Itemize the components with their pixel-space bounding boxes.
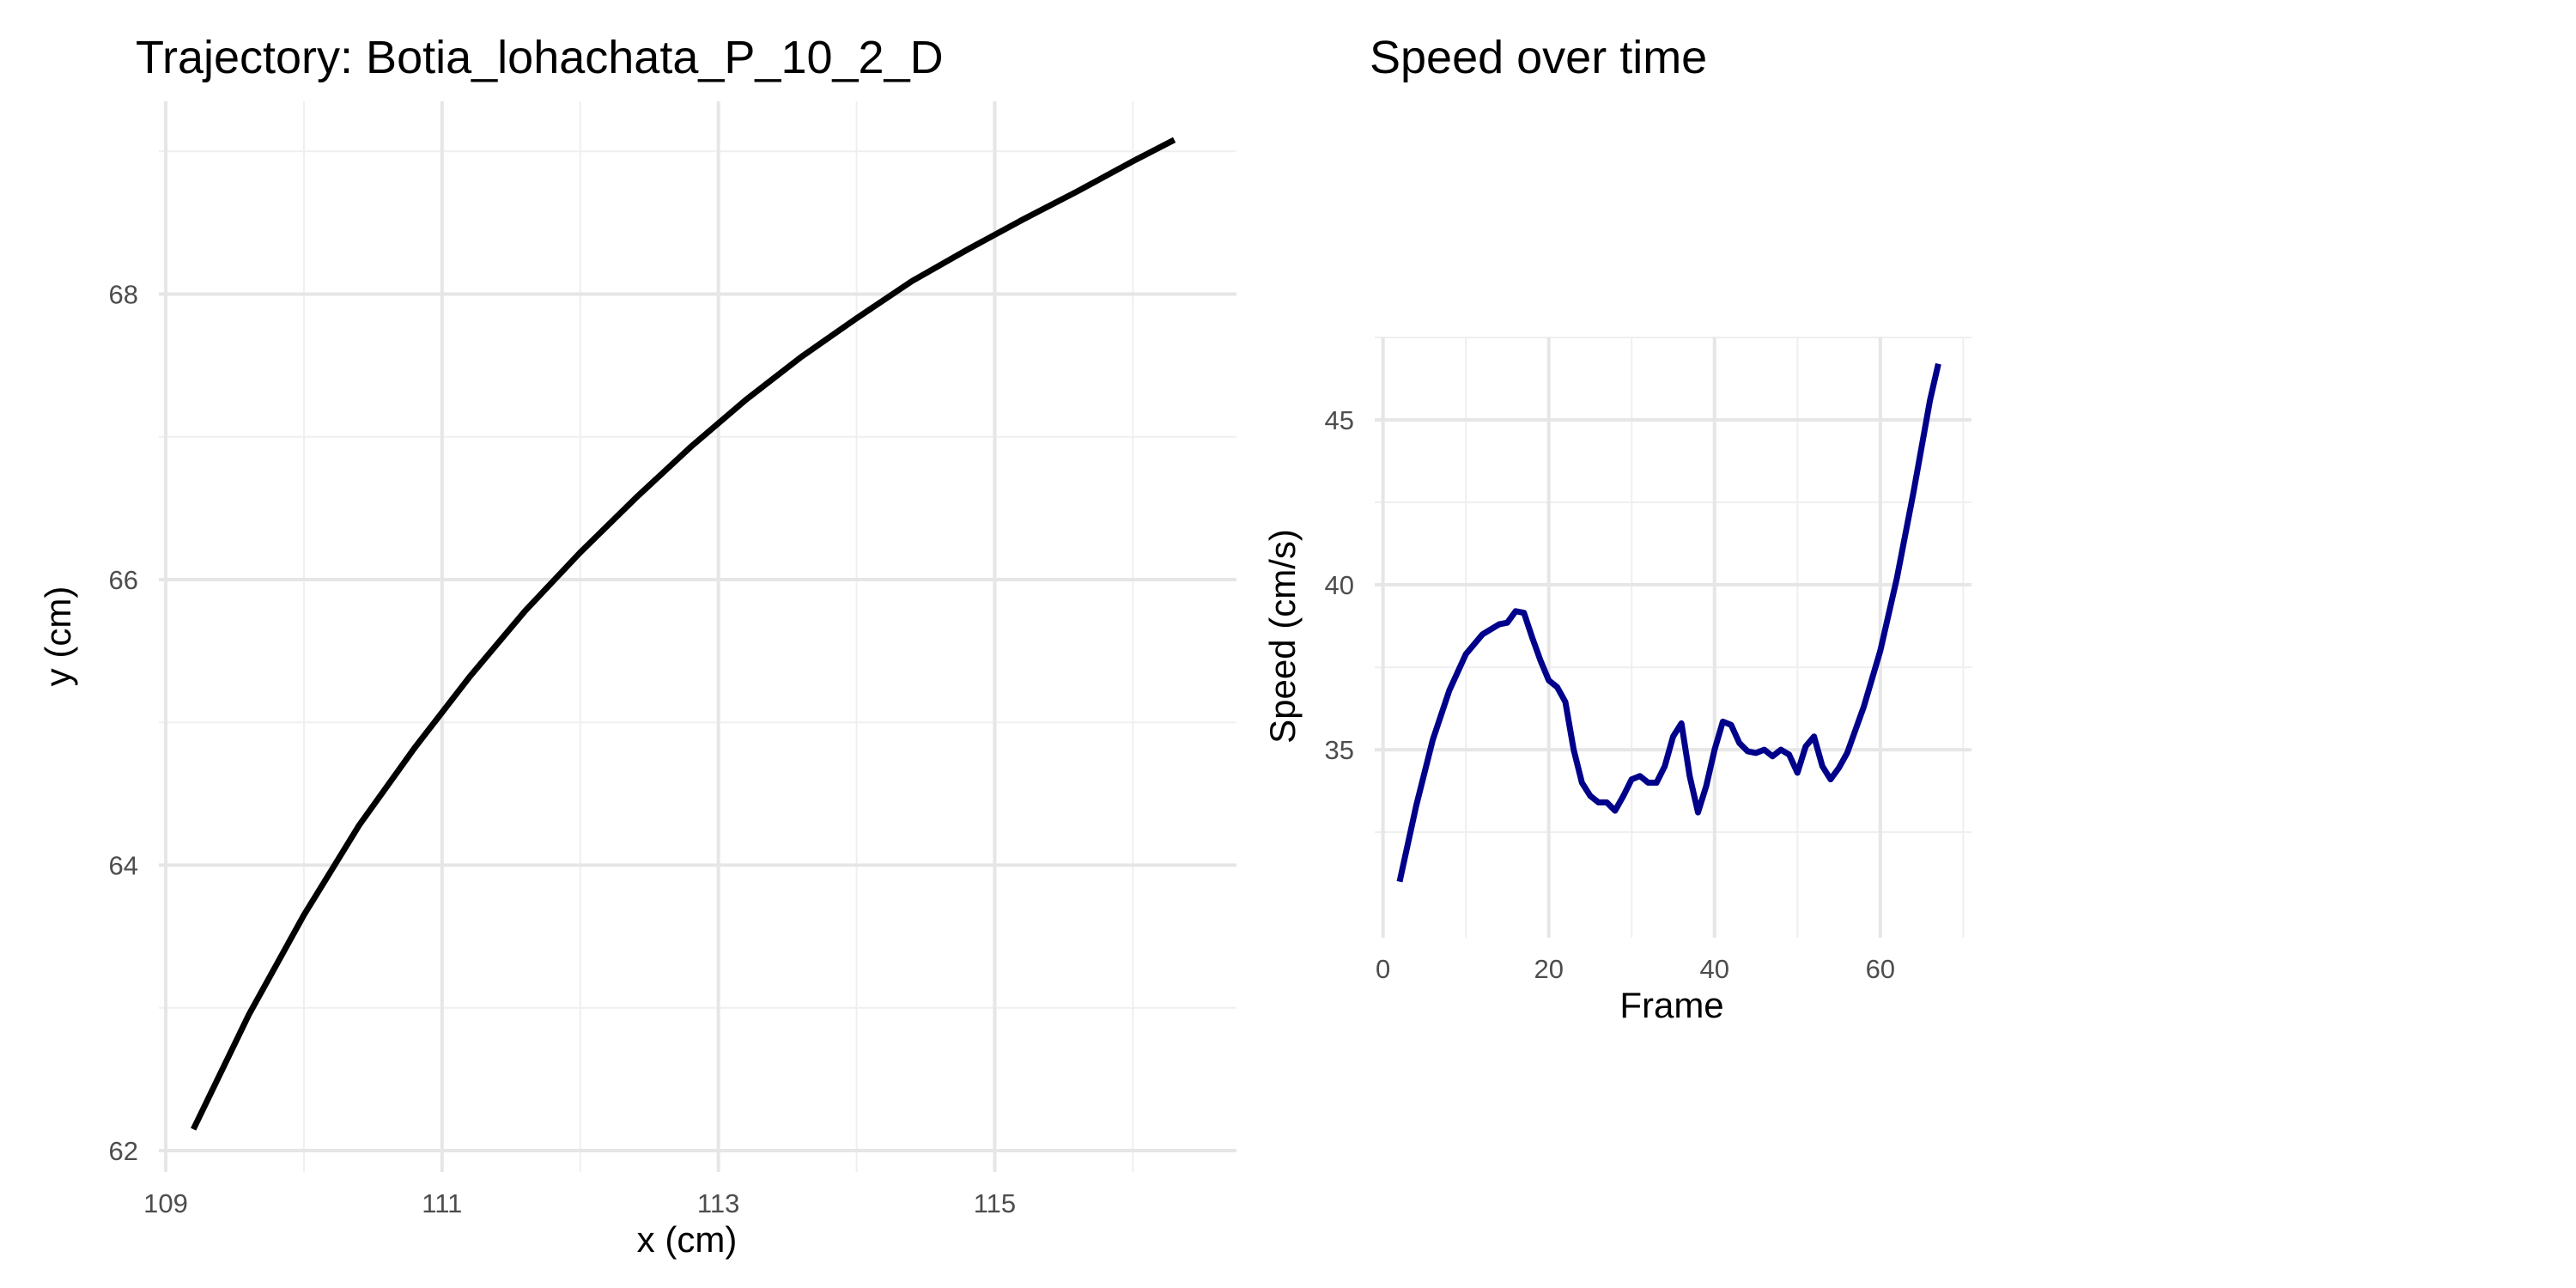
speed-x-tick-label: 0 xyxy=(1376,954,1390,984)
trajectory-x-tick-label: 113 xyxy=(697,1188,739,1218)
trajectory-x-tick-label: 109 xyxy=(143,1188,188,1218)
trajectory-panel: 109 111 113 115 62 64 66 68 x (cm) y (cm) xyxy=(38,101,1236,1260)
speed-x-axis-label: Frame xyxy=(1619,985,1723,1025)
speed-panel: 0 20 40 60 35 40 45 Frame Speed (cm/s) xyxy=(1262,337,1971,1025)
speed-chart-title: Speed over time xyxy=(1370,32,1708,83)
trajectory-x-tick-label: 111 xyxy=(422,1188,462,1218)
speed-x-tick-label: 20 xyxy=(1534,954,1563,984)
speed-y-tick-label: 45 xyxy=(1325,405,1354,435)
speed-x-tick-label: 60 xyxy=(1866,954,1895,984)
trajectory-y-axis-label: y (cm) xyxy=(38,586,78,687)
speed-y-tick-label: 35 xyxy=(1325,735,1354,765)
trajectory-x-tick-label: 115 xyxy=(974,1188,1016,1218)
trajectory-y-tick-label: 62 xyxy=(109,1136,138,1166)
speed-x-tick-label: 40 xyxy=(1700,954,1729,984)
trajectory-chart-title: Trajectory: Botia_lohachata_P_10_2_D xyxy=(136,32,944,83)
speed-series-line xyxy=(1396,362,1941,883)
trajectory-y-tick-label: 64 xyxy=(109,851,138,881)
speed-y-tick-label: 40 xyxy=(1325,570,1354,600)
trajectory-series-line xyxy=(191,137,1176,1131)
trajectory-y-tick-label: 68 xyxy=(109,279,138,309)
speed-y-axis-label: Speed (cm/s) xyxy=(1262,529,1303,744)
trajectory-y-tick-label: 66 xyxy=(109,565,138,595)
trajectory-x-axis-label: x (cm) xyxy=(637,1219,738,1260)
